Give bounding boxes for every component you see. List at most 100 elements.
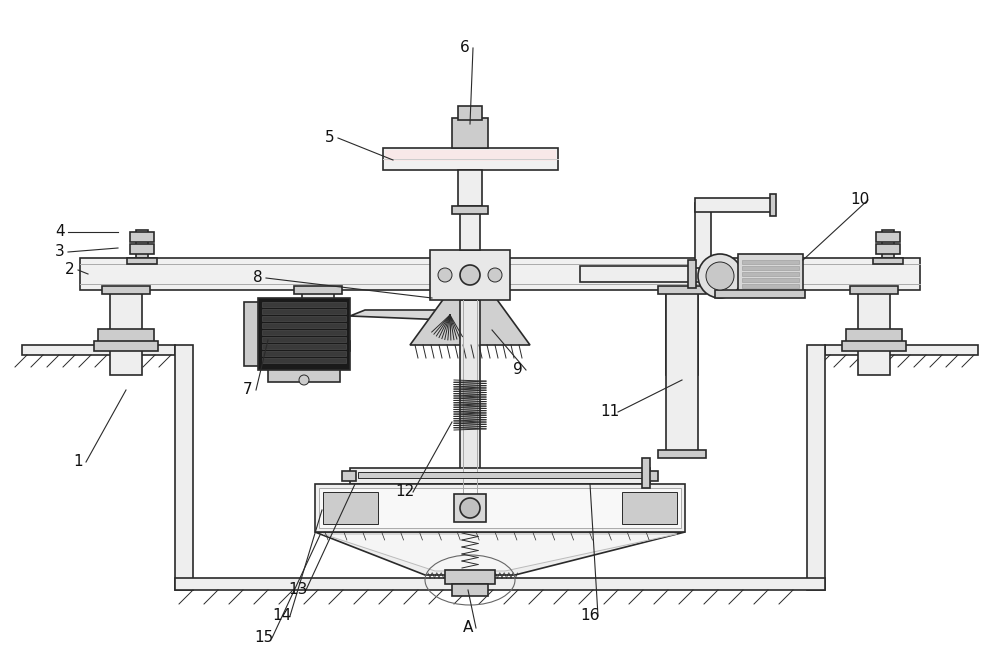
Bar: [294, 286, 342, 294]
Text: 7: 7: [243, 382, 253, 398]
Bar: [876, 244, 900, 254]
Bar: [323, 492, 378, 524]
Bar: [262, 309, 346, 314]
Text: 12: 12: [395, 485, 415, 499]
Bar: [430, 250, 510, 300]
Bar: [658, 286, 706, 294]
Bar: [715, 290, 805, 298]
Bar: [807, 345, 825, 590]
Bar: [445, 570, 495, 584]
Text: 3: 3: [55, 245, 65, 260]
Bar: [385, 150, 556, 161]
Bar: [175, 578, 825, 590]
Bar: [286, 341, 350, 351]
Bar: [882, 230, 894, 258]
Bar: [262, 330, 346, 335]
Bar: [358, 472, 642, 478]
Bar: [262, 302, 346, 307]
Text: 13: 13: [288, 583, 308, 598]
Bar: [742, 260, 799, 264]
Bar: [290, 329, 346, 345]
Bar: [262, 316, 346, 321]
Text: 16: 16: [580, 609, 600, 623]
Circle shape: [706, 262, 734, 290]
Bar: [742, 278, 799, 282]
Bar: [258, 298, 350, 370]
Text: 10: 10: [850, 192, 870, 207]
Bar: [127, 258, 157, 264]
Bar: [302, 290, 334, 375]
Text: 2: 2: [65, 262, 75, 277]
Bar: [452, 118, 488, 148]
Bar: [644, 471, 658, 481]
Bar: [825, 345, 978, 355]
Text: 9: 9: [513, 363, 523, 377]
Bar: [688, 260, 696, 288]
Circle shape: [460, 498, 480, 518]
Bar: [666, 290, 698, 375]
Polygon shape: [350, 310, 452, 320]
Bar: [193, 345, 807, 578]
Bar: [244, 302, 258, 366]
Bar: [262, 323, 346, 328]
Bar: [850, 286, 898, 294]
Bar: [580, 266, 700, 282]
Bar: [130, 232, 154, 242]
Bar: [622, 492, 677, 524]
Text: 14: 14: [272, 609, 292, 623]
Circle shape: [299, 375, 309, 385]
Text: A: A: [463, 621, 473, 636]
Bar: [350, 468, 650, 484]
Bar: [262, 337, 346, 342]
Bar: [458, 106, 482, 120]
Bar: [80, 258, 920, 290]
Bar: [742, 272, 799, 276]
Bar: [262, 351, 346, 356]
Bar: [102, 286, 150, 294]
Text: 1: 1: [73, 455, 83, 470]
Circle shape: [438, 268, 452, 282]
Polygon shape: [323, 534, 677, 571]
Text: 5: 5: [325, 131, 335, 146]
Circle shape: [460, 265, 480, 285]
Bar: [742, 266, 799, 270]
Bar: [666, 290, 698, 455]
Bar: [460, 300, 480, 510]
Bar: [262, 344, 346, 349]
Bar: [136, 230, 148, 258]
Circle shape: [698, 254, 742, 298]
Bar: [268, 370, 340, 382]
Polygon shape: [315, 532, 685, 575]
Bar: [315, 484, 685, 532]
Bar: [383, 148, 558, 170]
Polygon shape: [410, 290, 530, 345]
Text: 15: 15: [254, 630, 274, 646]
Bar: [642, 458, 650, 488]
Bar: [130, 244, 154, 254]
Bar: [22, 345, 175, 355]
Bar: [342, 471, 356, 481]
Bar: [873, 258, 903, 264]
Text: 8: 8: [253, 270, 263, 285]
Bar: [770, 194, 776, 216]
Bar: [695, 198, 775, 212]
Bar: [319, 488, 681, 528]
Bar: [452, 206, 488, 214]
Bar: [110, 290, 142, 375]
Bar: [458, 170, 482, 206]
Bar: [846, 329, 902, 345]
Bar: [98, 329, 154, 345]
Bar: [695, 203, 711, 268]
Bar: [460, 198, 480, 250]
Bar: [454, 494, 486, 522]
Bar: [452, 584, 488, 596]
Bar: [658, 450, 706, 458]
Bar: [876, 232, 900, 242]
Bar: [842, 341, 906, 351]
Bar: [175, 345, 193, 590]
Bar: [738, 254, 803, 294]
Bar: [262, 358, 346, 363]
Circle shape: [488, 268, 502, 282]
Bar: [858, 290, 890, 375]
Bar: [94, 341, 158, 351]
